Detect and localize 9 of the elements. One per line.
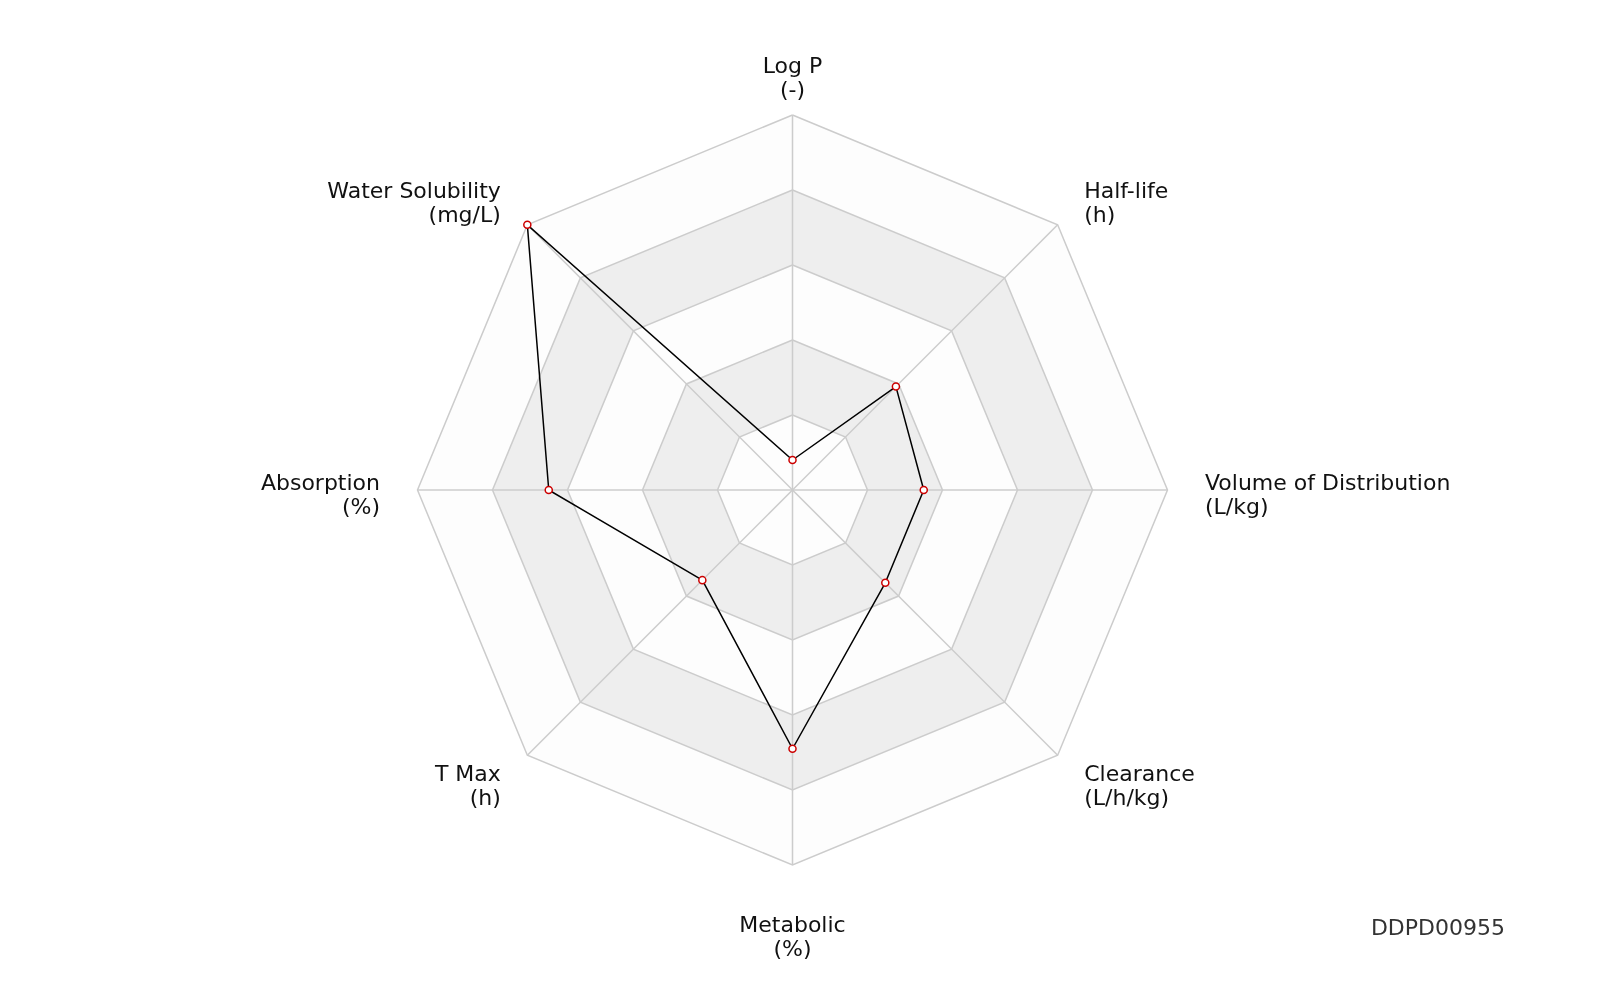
spoke-label: Clearance (L/h/kg) (1084, 761, 1195, 811)
spoke-label: Water Solubility (mg/L) (327, 177, 501, 227)
spoke-label: Volume of Distribution (L/kg) (1205, 469, 1451, 519)
text: DDPD00955 (1370, 915, 1505, 940)
spoke-label: Half-life (h) (1084, 177, 1169, 227)
spoke-label: Metabolic (%) (739, 912, 846, 961)
spoke-label: Log P (-) (762, 53, 823, 103)
spoke-label: T Max (h) (433, 761, 501, 811)
spoke-label: Absorption (%) (260, 469, 380, 519)
